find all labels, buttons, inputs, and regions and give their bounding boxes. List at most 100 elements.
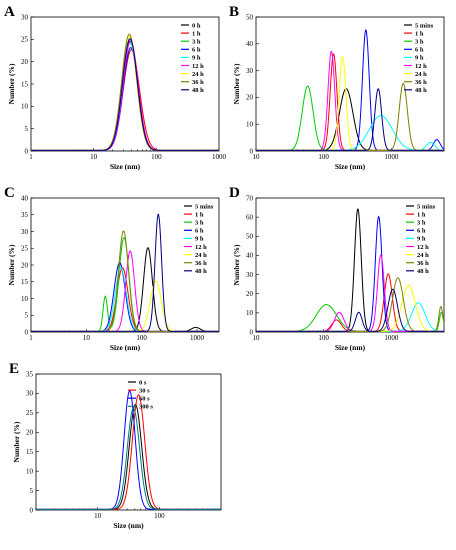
panel-c-series-9-h xyxy=(31,267,219,332)
panel-e-xtick-label: 100 xyxy=(154,512,165,520)
panel-c-xtick-label: 100 xyxy=(136,334,147,342)
panel-e-series-300-s xyxy=(36,407,221,510)
panel-c-ytick-label: 30 xyxy=(21,228,29,236)
panel-d-ytick-label: 60 xyxy=(246,213,254,221)
panel-b-ytick-label: 0 xyxy=(250,147,254,155)
panel-c-ytick-label: 25 xyxy=(21,245,29,253)
panel-d-ytick-label: 10 xyxy=(246,309,254,317)
panel-c-legend-label: 6 h xyxy=(195,228,204,235)
panel-b-xtick-label: 1000 xyxy=(384,153,399,161)
panel-a-xlabel: Size (nm) xyxy=(110,162,141,171)
panel-c-legend-label: 36 h xyxy=(195,260,207,267)
panel-d-ytick-label: 70 xyxy=(246,194,254,202)
panel-a-xtick-label: 10 xyxy=(90,153,98,161)
panel-b-legend-label: 9 h xyxy=(415,55,424,62)
panel-e-xlabel: Size (nm) xyxy=(113,521,144,530)
panel-b-legend-label: 3 h xyxy=(415,39,424,46)
panel-c-legend-label: 24 h xyxy=(195,252,207,259)
panel-a-ytick-label: 15 xyxy=(21,80,29,88)
panel-e-ytick-label: 0 xyxy=(30,506,34,514)
panel-a-legend-label: 12 h xyxy=(192,63,204,70)
panel-b-ytick-label: 40 xyxy=(246,40,254,48)
panel-d-legend-label: 36 h xyxy=(417,260,429,267)
panel-e-ytick-label: 35 xyxy=(26,370,34,378)
panel-b-plot-area xyxy=(256,29,444,151)
panel-b-ytick-label: 10 xyxy=(246,121,254,129)
panel-c-ytick-label: 10 xyxy=(21,295,29,303)
panel-a-series-36-h xyxy=(31,33,219,151)
panel-c-letter: C xyxy=(4,185,15,201)
panel-d-ytick-label: 40 xyxy=(246,252,254,260)
panel-d-legend-label: 6 h xyxy=(417,228,426,235)
panel-c-xtick-label: 10 xyxy=(83,334,91,342)
panel-c-ytick-label: 40 xyxy=(21,194,29,202)
panel-a-ylabel: Number (%) xyxy=(7,63,16,104)
panel-d-ytick-label: 30 xyxy=(246,271,254,279)
panel-c-legend-label: 1 h xyxy=(195,211,204,218)
panel-a-frame xyxy=(30,16,220,152)
panel-c-ytick-label: 0 xyxy=(25,328,29,336)
panel-e-ytick-label: 25 xyxy=(26,409,34,417)
panel-d-series-3-h xyxy=(256,304,444,332)
panel-d-frame xyxy=(255,197,445,333)
panel-a-legend-label: 0 h xyxy=(192,22,201,29)
panel-d-xtick-label: 100 xyxy=(318,334,329,342)
panel-c-ytick-label: 35 xyxy=(21,211,29,219)
panel-a-legend: 0 h1 h 3 h6 h9 h12 h24 h36 h48 h xyxy=(181,22,204,94)
panel-d-series-48-h xyxy=(256,288,444,332)
panel-c-xtick-label: 1000 xyxy=(190,334,205,342)
panel-a-legend-label: 1 h xyxy=(192,30,201,37)
panel-e-ytick-label: 20 xyxy=(26,429,34,437)
panel-d-legend-label: 12 h xyxy=(417,244,429,251)
panel-d-xtick-label: 10 xyxy=(253,334,261,342)
panel-b-ytick-label: 20 xyxy=(246,94,254,102)
panel-a-legend-label: 6 h xyxy=(192,47,201,54)
panel-c-plot-area xyxy=(31,213,219,332)
panel-a-ytick-label: 20 xyxy=(21,58,29,66)
panel-b-frame xyxy=(255,16,445,152)
panel-c-legend-label: 5 mins xyxy=(195,203,214,210)
panel-b-legend-label: 1 h xyxy=(415,30,424,37)
panel-a-ytick-label: 30 xyxy=(21,13,29,21)
panel-d-ylabel: Number (%) xyxy=(232,244,241,285)
panel-b-letter: B xyxy=(229,4,239,20)
panel-e-ytick-label: 10 xyxy=(26,467,34,475)
panel-b-legend-label: 24 h xyxy=(415,71,427,78)
panel-e-ytick-label: 5 xyxy=(30,487,34,495)
panel-d-legend-label: 24 h xyxy=(417,252,429,259)
panel-b-legend-label: 48 h xyxy=(415,87,427,94)
panel-d-legend-label: 9 h xyxy=(417,236,426,243)
panel-e-plot-area xyxy=(36,390,221,510)
panel-d-legend-label: 1 h xyxy=(417,211,426,218)
panel-c-series-48-h xyxy=(31,213,219,332)
panel-d-series-6-h xyxy=(256,215,444,332)
panel-b-legend-label: 12 h xyxy=(415,63,427,70)
panel-a-letter: A xyxy=(4,4,15,20)
panel-d-xtick-label: 1000 xyxy=(384,334,399,342)
panel-a-xtick-label: 1 xyxy=(29,153,33,161)
panel-c-ylabel: Number (%) xyxy=(7,244,16,285)
panel-c-xlabel: Size (nm) xyxy=(110,343,141,352)
panel-d-ytick-label: 20 xyxy=(246,290,254,298)
panel-e-letter: E xyxy=(9,361,19,377)
panel-c-xtick-label: 1 xyxy=(29,334,33,342)
panel-e-ytick-label: 15 xyxy=(26,448,34,456)
panel-a-ytick-label: 10 xyxy=(21,103,29,111)
panel-a-legend-label: 9 h xyxy=(192,55,201,62)
panel-b-xtick-label: 10 xyxy=(253,153,261,161)
panel-a-legend-label: 36 h xyxy=(192,79,204,86)
panel-e: E 10 100 0 5 10 15 20 25 30 35 Size (nm) Number (%) 0… xyxy=(9,361,222,530)
panel-a-ytick-label: 25 xyxy=(21,36,29,44)
panel-a-series-48-h xyxy=(31,38,219,151)
panel-c-ytick-label: 15 xyxy=(21,278,29,286)
panel-e-series-0-s xyxy=(36,403,221,510)
panel-c-legend-label: 12 h xyxy=(195,244,207,251)
panel-e-frame xyxy=(35,373,222,511)
panel-b-series-48-h xyxy=(256,87,444,151)
panel-c-legend-label: 48 h xyxy=(195,268,207,275)
